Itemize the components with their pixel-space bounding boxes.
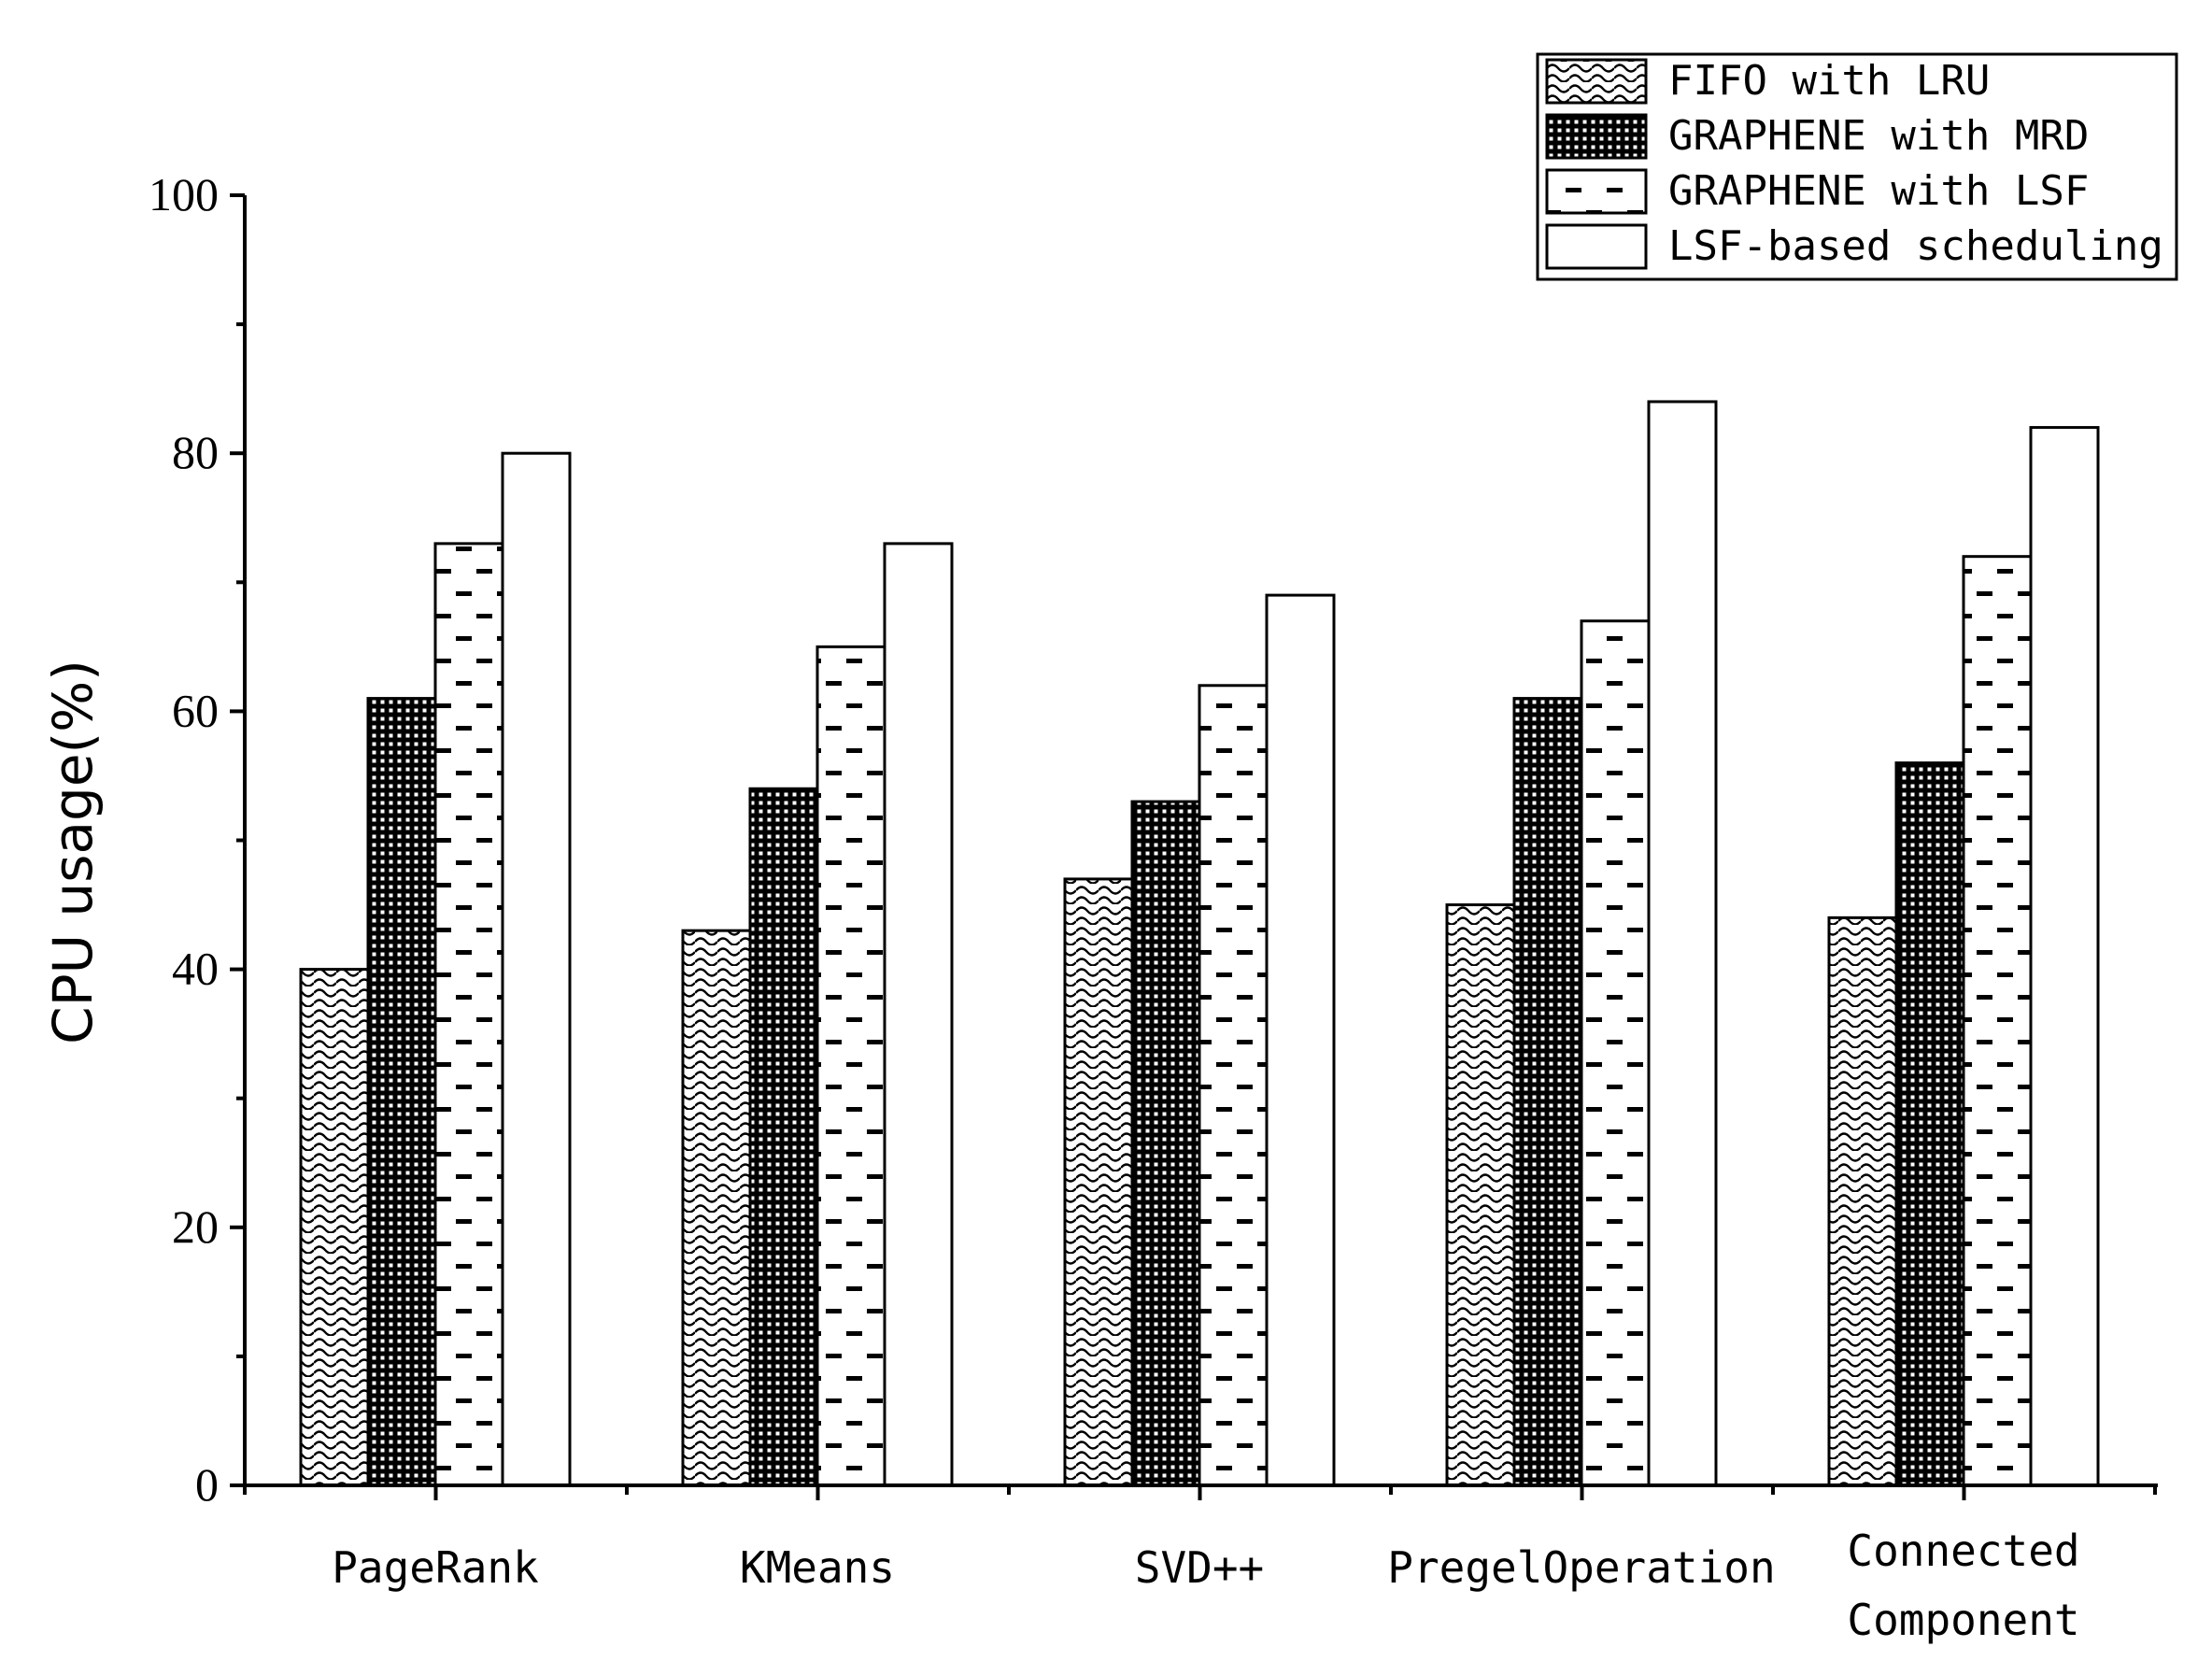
legend-swatch-graphene-with-mrd <box>1545 113 1648 160</box>
bar-group-svd <box>1063 593 1336 1487</box>
legend-label-graphene-with-mrd: GRAPHENE with MRD <box>1668 112 2089 160</box>
plot-area <box>299 400 2100 1487</box>
bar-graphene-with-mrd-kmeans <box>748 787 819 1487</box>
bar-fifo-with-lru-svd <box>1063 877 1134 1487</box>
bar-fifo-with-lru-connected-component <box>1827 916 1898 1487</box>
y-tick-label: 60 <box>172 684 219 736</box>
bar-lsf-based-scheduling-connected-component <box>2029 426 2100 1487</box>
bar-group-connected-component <box>1827 426 2100 1487</box>
y-tick-label: 20 <box>172 1200 219 1253</box>
bar-fifo-with-lru-kmeans <box>681 929 752 1487</box>
x-tick-label: PregelOperation <box>1387 1542 1775 1593</box>
legend-swatch-lsf-based-scheduling <box>1545 223 1648 270</box>
legend-swatch-fifo-with-lru <box>1545 58 1648 105</box>
bar-graphene-with-mrd-pregeloperation <box>1512 697 1583 1487</box>
bar-fifo-with-lru-pregeloperation <box>1445 903 1516 1487</box>
bar-graphene-with-mrd-svd <box>1130 800 1201 1487</box>
bar-fifo-with-lru-pagerank <box>299 968 370 1487</box>
bar-lsf-based-scheduling-pregeloperation <box>1647 400 1718 1487</box>
bar-group-pagerank <box>299 451 572 1487</box>
bar-graphene-with-lsf-pagerank <box>433 542 504 1487</box>
bar-graphene-with-lsf-kmeans <box>815 645 886 1487</box>
y-axis-label: CPU usage(%) <box>41 660 105 1044</box>
x-tick-label: Connected <box>1847 1526 2079 1576</box>
bar-lsf-based-scheduling-pagerank <box>501 451 572 1487</box>
bar-graphene-with-mrd-connected-component <box>1894 761 1965 1487</box>
y-tick-label: 100 <box>149 168 219 220</box>
x-tick-label: PageRank <box>332 1542 539 1593</box>
legend-label-fifo-with-lru: FIFO with LRU <box>1668 57 1990 105</box>
y-tick-labels: 0 20 40 60 80 100 <box>149 168 219 1511</box>
bar-lsf-based-scheduling-svd <box>1265 593 1336 1487</box>
x-tick-label: Component <box>1847 1595 2079 1645</box>
bar-graphene-with-lsf-connected-component <box>1962 555 2033 1487</box>
bar-group-kmeans <box>681 542 954 1487</box>
x-tick-labels: PageRank KMeans SVD++ PregelOperation Connec… <box>332 1526 2079 1645</box>
x-tick-label: SVD++ <box>1135 1542 1264 1593</box>
legend-label-lsf-based-scheduling: LSF-based scheduling <box>1668 222 2163 270</box>
y-tick-label: 80 <box>172 426 219 478</box>
bar-graphene-with-mrd-pagerank <box>366 697 437 1487</box>
legend-swatch-graphene-with-lsf <box>1545 168 1648 215</box>
y-tick-label: 40 <box>172 943 219 995</box>
legend-label-graphene-with-lsf: GRAPHENE with LSF <box>1668 167 2089 215</box>
y-tick-label: 0 <box>195 1458 219 1511</box>
bar-lsf-based-scheduling-kmeans <box>883 542 954 1487</box>
axis-ticks <box>230 193 2157 1500</box>
legend-box <box>1536 52 2178 281</box>
legend: FIFO with LRU GRAPHENE with MRD GRAPHENE w… <box>1536 52 2178 281</box>
bar-graphene-with-lsf-svd <box>1198 684 1269 1487</box>
x-tick-label: KMeans <box>740 1542 895 1593</box>
bar-group-pregeloperation <box>1445 400 1718 1487</box>
bar-graphene-with-lsf-pregeloperation <box>1580 619 1651 1487</box>
